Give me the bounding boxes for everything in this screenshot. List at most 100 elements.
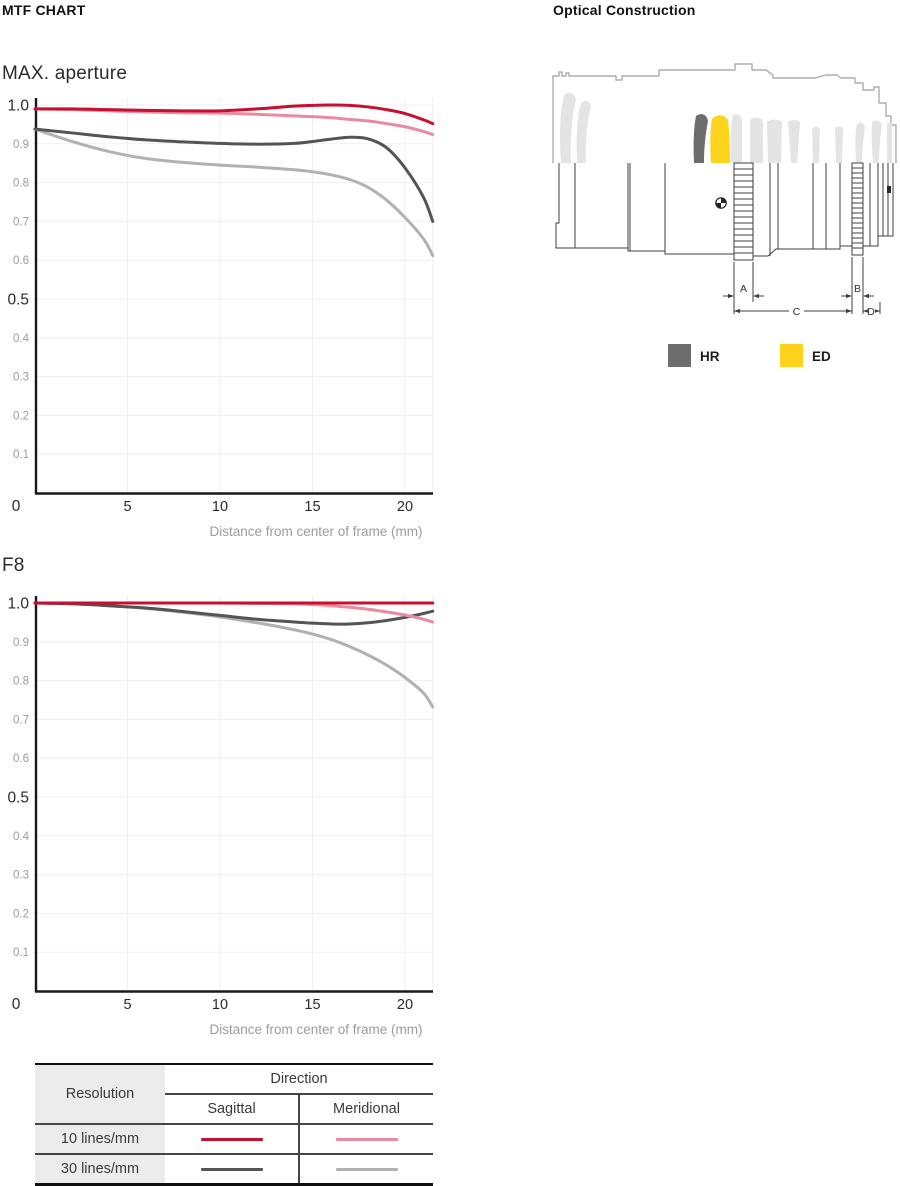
y-tick-label: 0.1 bbox=[13, 947, 29, 959]
series-30-lines-mm-sagittal bbox=[33, 601, 435, 626]
y-tick-label: 0.4 bbox=[13, 831, 30, 843]
origin-label: 0 bbox=[12, 498, 21, 515]
axes bbox=[34, 98, 433, 495]
y-tick-label: 0.2 bbox=[13, 410, 29, 422]
direction-header: Direction bbox=[165, 1064, 433, 1095]
series-30-lines-mm-sagittal bbox=[33, 127, 435, 223]
dimension-label-d: D bbox=[867, 306, 875, 318]
y-tick-label: 0.7 bbox=[13, 216, 29, 228]
x-tick-label: 10 bbox=[212, 499, 228, 515]
dimension-label-a: A bbox=[740, 283, 747, 295]
y-tick-label: 0.5 bbox=[7, 292, 29, 309]
x-axis-title: Distance from center of frame (mm) bbox=[209, 1022, 422, 1037]
ed-legend-swatch bbox=[780, 344, 803, 367]
y-tick-label: 0.5 bbox=[7, 790, 29, 807]
optical-construction-diagram: A B C D bbox=[552, 63, 897, 318]
table-row: Resolution Direction bbox=[35, 1064, 433, 1124]
series-10-lines-mm-meridional bbox=[33, 107, 435, 136]
swatch-cell bbox=[165, 1123, 299, 1154]
lens-element bbox=[560, 92, 576, 163]
line-swatch-10-sagittal bbox=[200, 1137, 263, 1141]
lens-element bbox=[576, 100, 591, 163]
y-tick-label: 0.9 bbox=[13, 139, 29, 151]
mtf-legend-table: Resolution Direction Sagittal Meridional… bbox=[35, 1063, 433, 1186]
hr-legend-swatch bbox=[668, 344, 691, 367]
swatch-cell bbox=[298, 1153, 433, 1185]
swatch-cell bbox=[165, 1153, 299, 1185]
y-tick-label: 0.7 bbox=[13, 714, 29, 726]
focal-plane-mark bbox=[715, 197, 727, 209]
mtf-chart-f8: 1.0 0.5 0.9 0.8 0.7 0.6 0.4 0.3 0.2 0.1 0 5 10 15 20 Di… bbox=[7, 596, 435, 1038]
origin-label: 0 bbox=[12, 996, 21, 1013]
optical-construction-title: Optical Construction bbox=[553, 2, 696, 18]
dimension-annotations bbox=[723, 257, 881, 314]
lens-element bbox=[730, 114, 742, 163]
row-label-30-lines: 30 lines/mm bbox=[35, 1153, 165, 1185]
focus-ring-a bbox=[733, 162, 754, 261]
x-axis-title: Distance from center of frame (mm) bbox=[209, 524, 422, 539]
lens-element bbox=[750, 117, 763, 163]
x-tick-label: 5 bbox=[123, 997, 131, 1013]
ed-element bbox=[710, 115, 730, 163]
y-tick-label: 0.6 bbox=[13, 255, 29, 267]
row-label-10-lines: 10 lines/mm bbox=[35, 1123, 165, 1154]
series-30-lines-mm-meridional bbox=[33, 601, 435, 709]
focus-ring-b bbox=[851, 162, 864, 256]
table-row: 10 lines/mm bbox=[35, 1123, 433, 1154]
y-tick-label: 0.3 bbox=[13, 372, 29, 384]
sagittal-column-header: Sagittal bbox=[207, 1101, 256, 1117]
mount-index-mark bbox=[887, 186, 891, 193]
gridlines bbox=[35, 98, 434, 493]
lens-elements bbox=[560, 92, 892, 163]
lens-element bbox=[812, 126, 820, 163]
lens-element bbox=[871, 120, 882, 163]
x-tick-label: 15 bbox=[304, 499, 320, 515]
dimension-label-c: C bbox=[793, 306, 801, 318]
hr-element bbox=[693, 114, 708, 163]
line-swatch-10-meridional bbox=[335, 1137, 398, 1141]
x-tick-label: 5 bbox=[123, 499, 131, 515]
tick-labels: 1.0 0.5 0.9 0.8 0.7 0.6 0.4 0.3 0.2 0.1 0 5 10 15 20 Di… bbox=[7, 98, 422, 540]
lens-element bbox=[835, 126, 843, 163]
y-tick-label: 1.0 bbox=[7, 98, 29, 115]
y-tick-label: 0.2 bbox=[13, 908, 29, 920]
y-tick-label: 0.8 bbox=[13, 178, 29, 190]
lens-element bbox=[887, 122, 892, 163]
x-tick-label: 10 bbox=[212, 997, 228, 1013]
lens-element bbox=[855, 122, 865, 163]
meridional-column-header: Meridional bbox=[298, 1094, 433, 1124]
chart-subtitle-max-aperture: MAX. aperture bbox=[2, 63, 128, 84]
lens-body-outline bbox=[552, 63, 897, 163]
mtf-chart-max-aperture: 1.0 0.5 0.9 0.8 0.7 0.6 0.4 0.3 0.2 0.1 0 5 10 15 20 Di… bbox=[7, 98, 435, 540]
line-swatch-30-sagittal bbox=[200, 1167, 263, 1171]
table-row: Sagittal Meridional bbox=[35, 1094, 433, 1124]
series-10-lines-mm-sagittal bbox=[33, 103, 435, 126]
y-tick-label: 0.4 bbox=[13, 333, 30, 345]
dimension-labels: A B C D bbox=[740, 283, 875, 318]
series-lines bbox=[33, 601, 435, 709]
x-tick-label: 20 bbox=[397, 499, 413, 515]
y-tick-label: 0.3 bbox=[13, 870, 29, 882]
series-lines bbox=[33, 103, 435, 258]
barrel-drawing bbox=[555, 163, 894, 257]
x-tick-label: 15 bbox=[304, 997, 320, 1013]
ed-legend-label: ED bbox=[812, 349, 831, 364]
line-swatch-30-meridional bbox=[335, 1167, 398, 1171]
dimension-label-b: B bbox=[854, 283, 861, 295]
hr-legend-label: HR bbox=[700, 349, 720, 364]
mtf-chart-title: MTF CHART bbox=[2, 2, 86, 18]
y-tick-label: 0.1 bbox=[13, 449, 29, 461]
y-tick-label: 0.9 bbox=[13, 637, 29, 649]
lens-element bbox=[767, 119, 782, 163]
series-30-lines-mm-meridional bbox=[33, 127, 435, 258]
table-row: 30 lines/mm bbox=[35, 1153, 433, 1185]
chart-subtitle-f8: F8 bbox=[2, 555, 25, 576]
resolution-header: Resolution bbox=[35, 1064, 165, 1124]
y-tick-label: 0.6 bbox=[13, 753, 29, 765]
gridlines bbox=[35, 596, 434, 991]
x-tick-label: 20 bbox=[397, 997, 413, 1013]
tick-labels: 1.0 0.5 0.9 0.8 0.7 0.6 0.4 0.3 0.2 0.1 0 5 10 15 20 Di… bbox=[7, 596, 422, 1038]
y-tick-label: 0.8 bbox=[13, 676, 29, 688]
axes bbox=[34, 596, 433, 993]
